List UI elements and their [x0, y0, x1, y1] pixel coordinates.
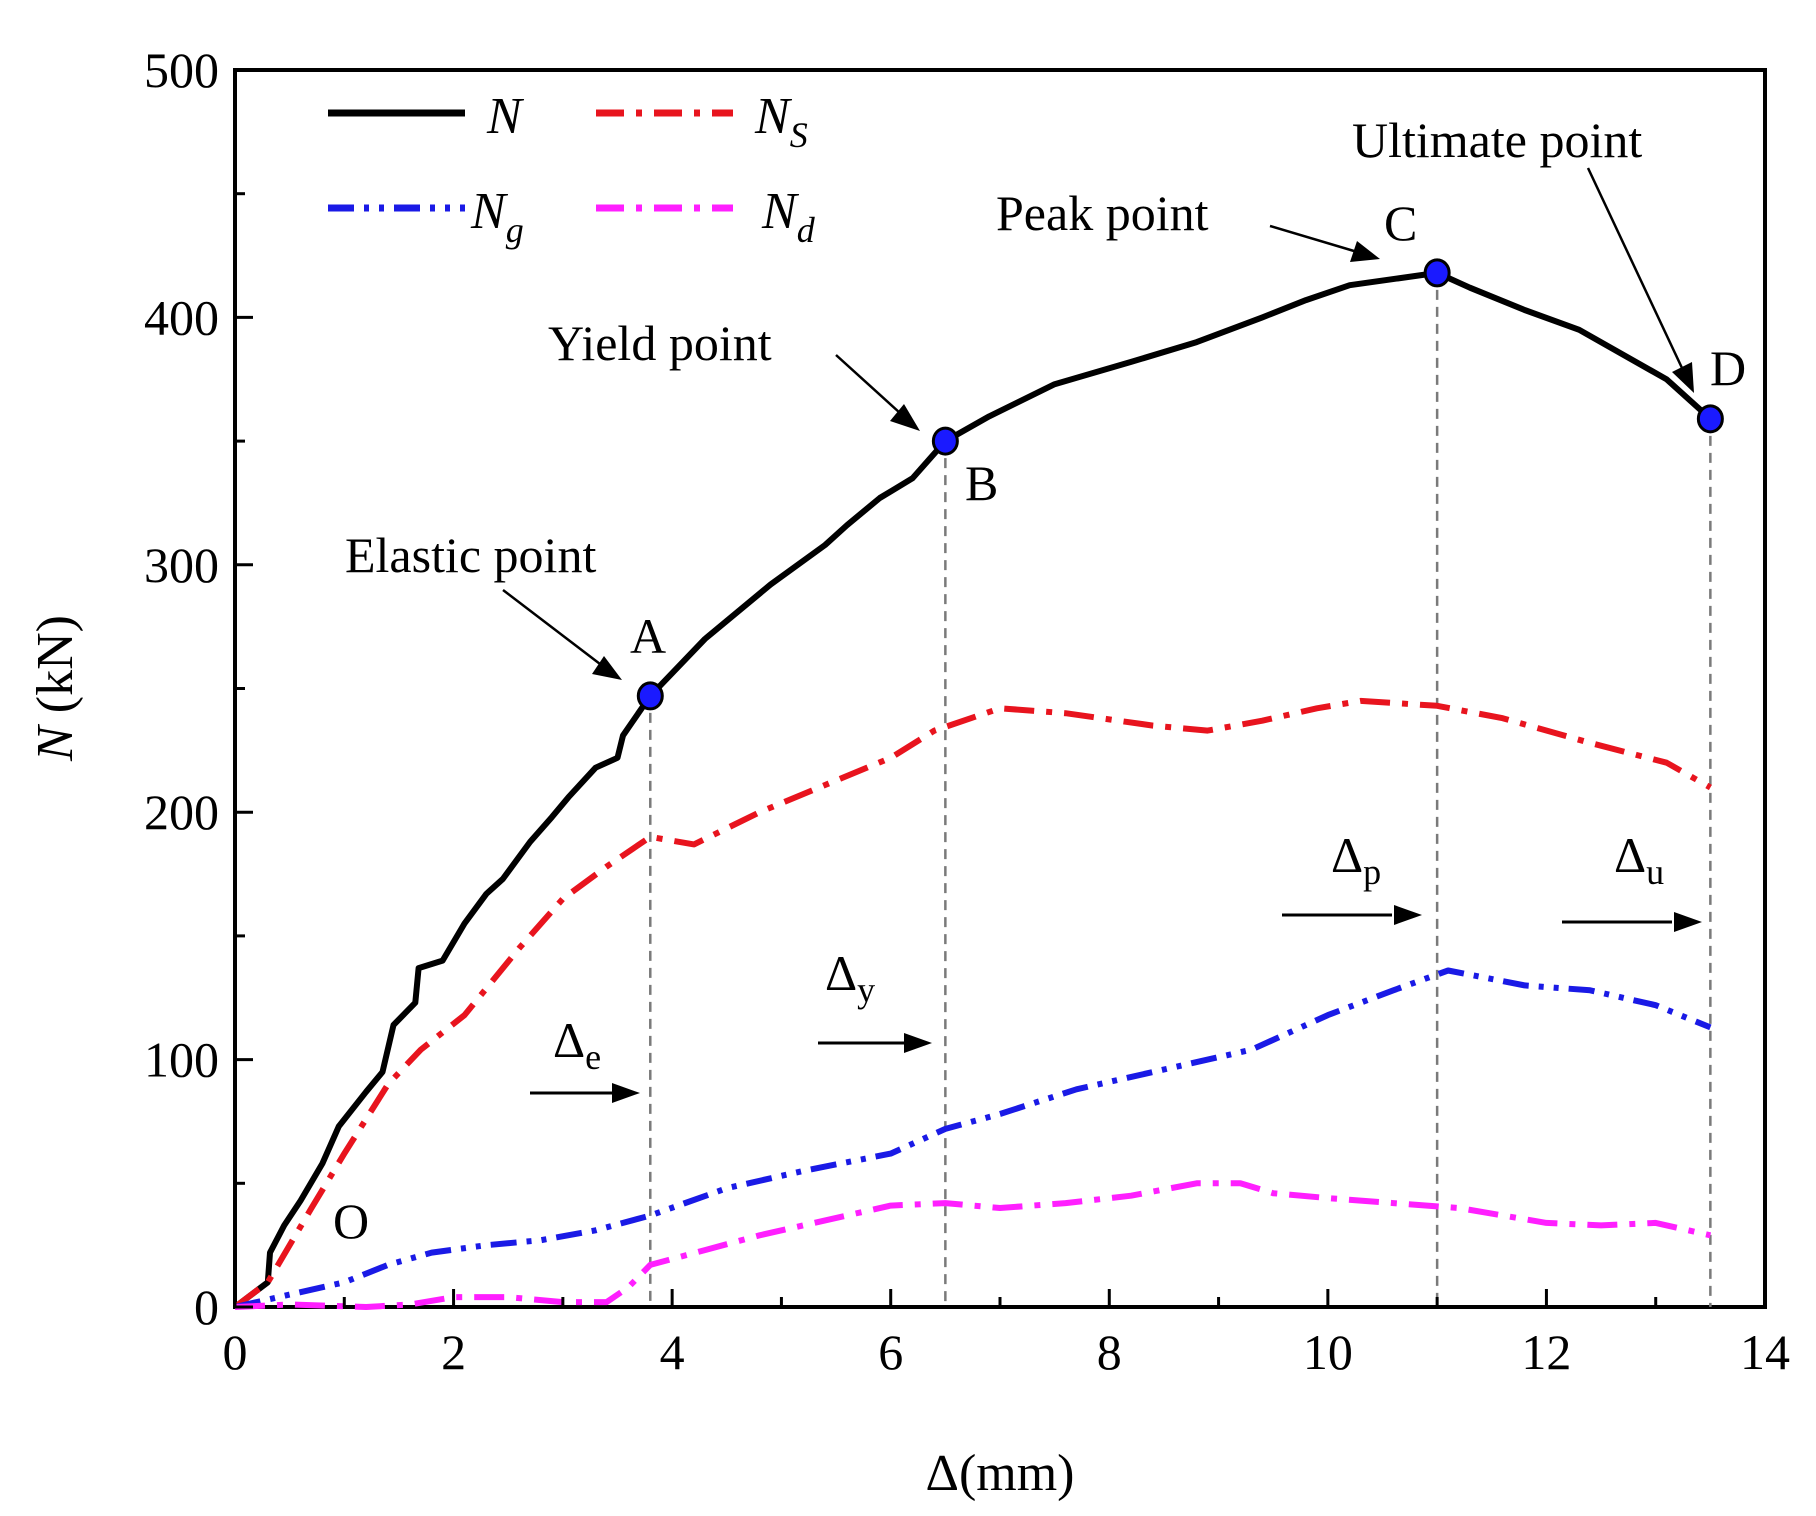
y-tick-label: 500 — [144, 42, 219, 98]
legend-label-ng: Ng — [470, 183, 524, 250]
peak-callout-line — [1269, 224, 1355, 253]
delta-e-arrowhead — [612, 1083, 640, 1103]
series-line-n — [233, 269, 1713, 1310]
plot-area — [233, 68, 1767, 1310]
legend-label-n: N — [486, 88, 525, 145]
y-tick-label: 100 — [144, 1032, 219, 1088]
x-tick-label: 14 — [1740, 1324, 1790, 1380]
plot-frame — [233, 68, 1767, 1309]
y-tick-label: 0 — [194, 1279, 219, 1335]
elastic-callout-line — [502, 589, 601, 665]
series-line-ns — [233, 697, 1712, 1310]
elastic-point-label: Elastic point — [345, 527, 596, 583]
point-marker-b — [931, 426, 959, 456]
origin-label: O — [333, 1193, 369, 1249]
y-axis-variable: N — [27, 723, 84, 762]
annotations: O Elastic point Yield point Peak point U… — [333, 112, 1746, 1249]
legend-label-nd: Nd — [761, 183, 816, 250]
delta-u-arrowhead — [1674, 912, 1702, 932]
axis-layer: 0 2 4 6 8 10 12 14 0 100 200 300 400 500 — [144, 42, 1790, 1380]
yield-callout-head — [890, 404, 920, 431]
peak-callout-head — [1350, 241, 1380, 262]
delta-p-arrowhead — [1394, 905, 1422, 925]
y-tick-label: 400 — [144, 289, 219, 345]
point-label-c: C — [1384, 195, 1417, 251]
legend: N NS Ng Nd — [328, 88, 816, 250]
point-label-b: B — [965, 455, 998, 511]
x-tick-label: 8 — [1097, 1324, 1122, 1380]
legend-label-ns: NS — [754, 88, 808, 155]
yield-point-label: Yield point — [548, 315, 772, 371]
y-tick-label: 300 — [144, 537, 219, 593]
guide-lines — [649, 272, 1712, 1307]
x-tick-label: 4 — [660, 1324, 685, 1380]
point-label-a: A — [630, 608, 666, 664]
point-marker-d — [1696, 404, 1724, 434]
ultimate-callout-head — [1672, 362, 1694, 393]
x-tick-label: 12 — [1521, 1324, 1571, 1380]
series-line-ng — [234, 967, 1712, 1310]
y-tick-label: 200 — [144, 784, 219, 840]
delta-u-label: Δu — [1614, 827, 1664, 892]
delta-e-label: Δe — [553, 1012, 601, 1077]
point-label-d: D — [1710, 340, 1746, 396]
ultimate-point-label: Ultimate point — [1352, 112, 1642, 168]
delta-y-arrowhead — [904, 1033, 932, 1053]
elastic-callout-head — [592, 656, 622, 680]
point-marker-a — [636, 681, 664, 711]
x-tick-label: 10 — [1303, 1324, 1353, 1380]
ultimate-callout-line — [1586, 167, 1684, 369]
series-line-nd — [234, 1180, 1712, 1310]
x-axis-title: Δ(mm) — [926, 1445, 1075, 1502]
y-axis-title: N (kN) — [27, 615, 84, 762]
x-tick-label: 0 — [223, 1324, 248, 1380]
point-marker-c — [1423, 258, 1451, 288]
peak-point-label: Peak point — [996, 185, 1209, 241]
x-tick-label: 2 — [441, 1324, 466, 1380]
marker-layer — [636, 258, 1724, 711]
y-axis-unit: (kN) — [27, 615, 84, 726]
yield-callout-line — [835, 354, 901, 414]
delta-p-label: Δp — [1331, 827, 1381, 892]
delta-y-label: Δy — [825, 945, 875, 1010]
x-tick-label: 6 — [878, 1324, 903, 1380]
series-layer — [233, 269, 1713, 1310]
